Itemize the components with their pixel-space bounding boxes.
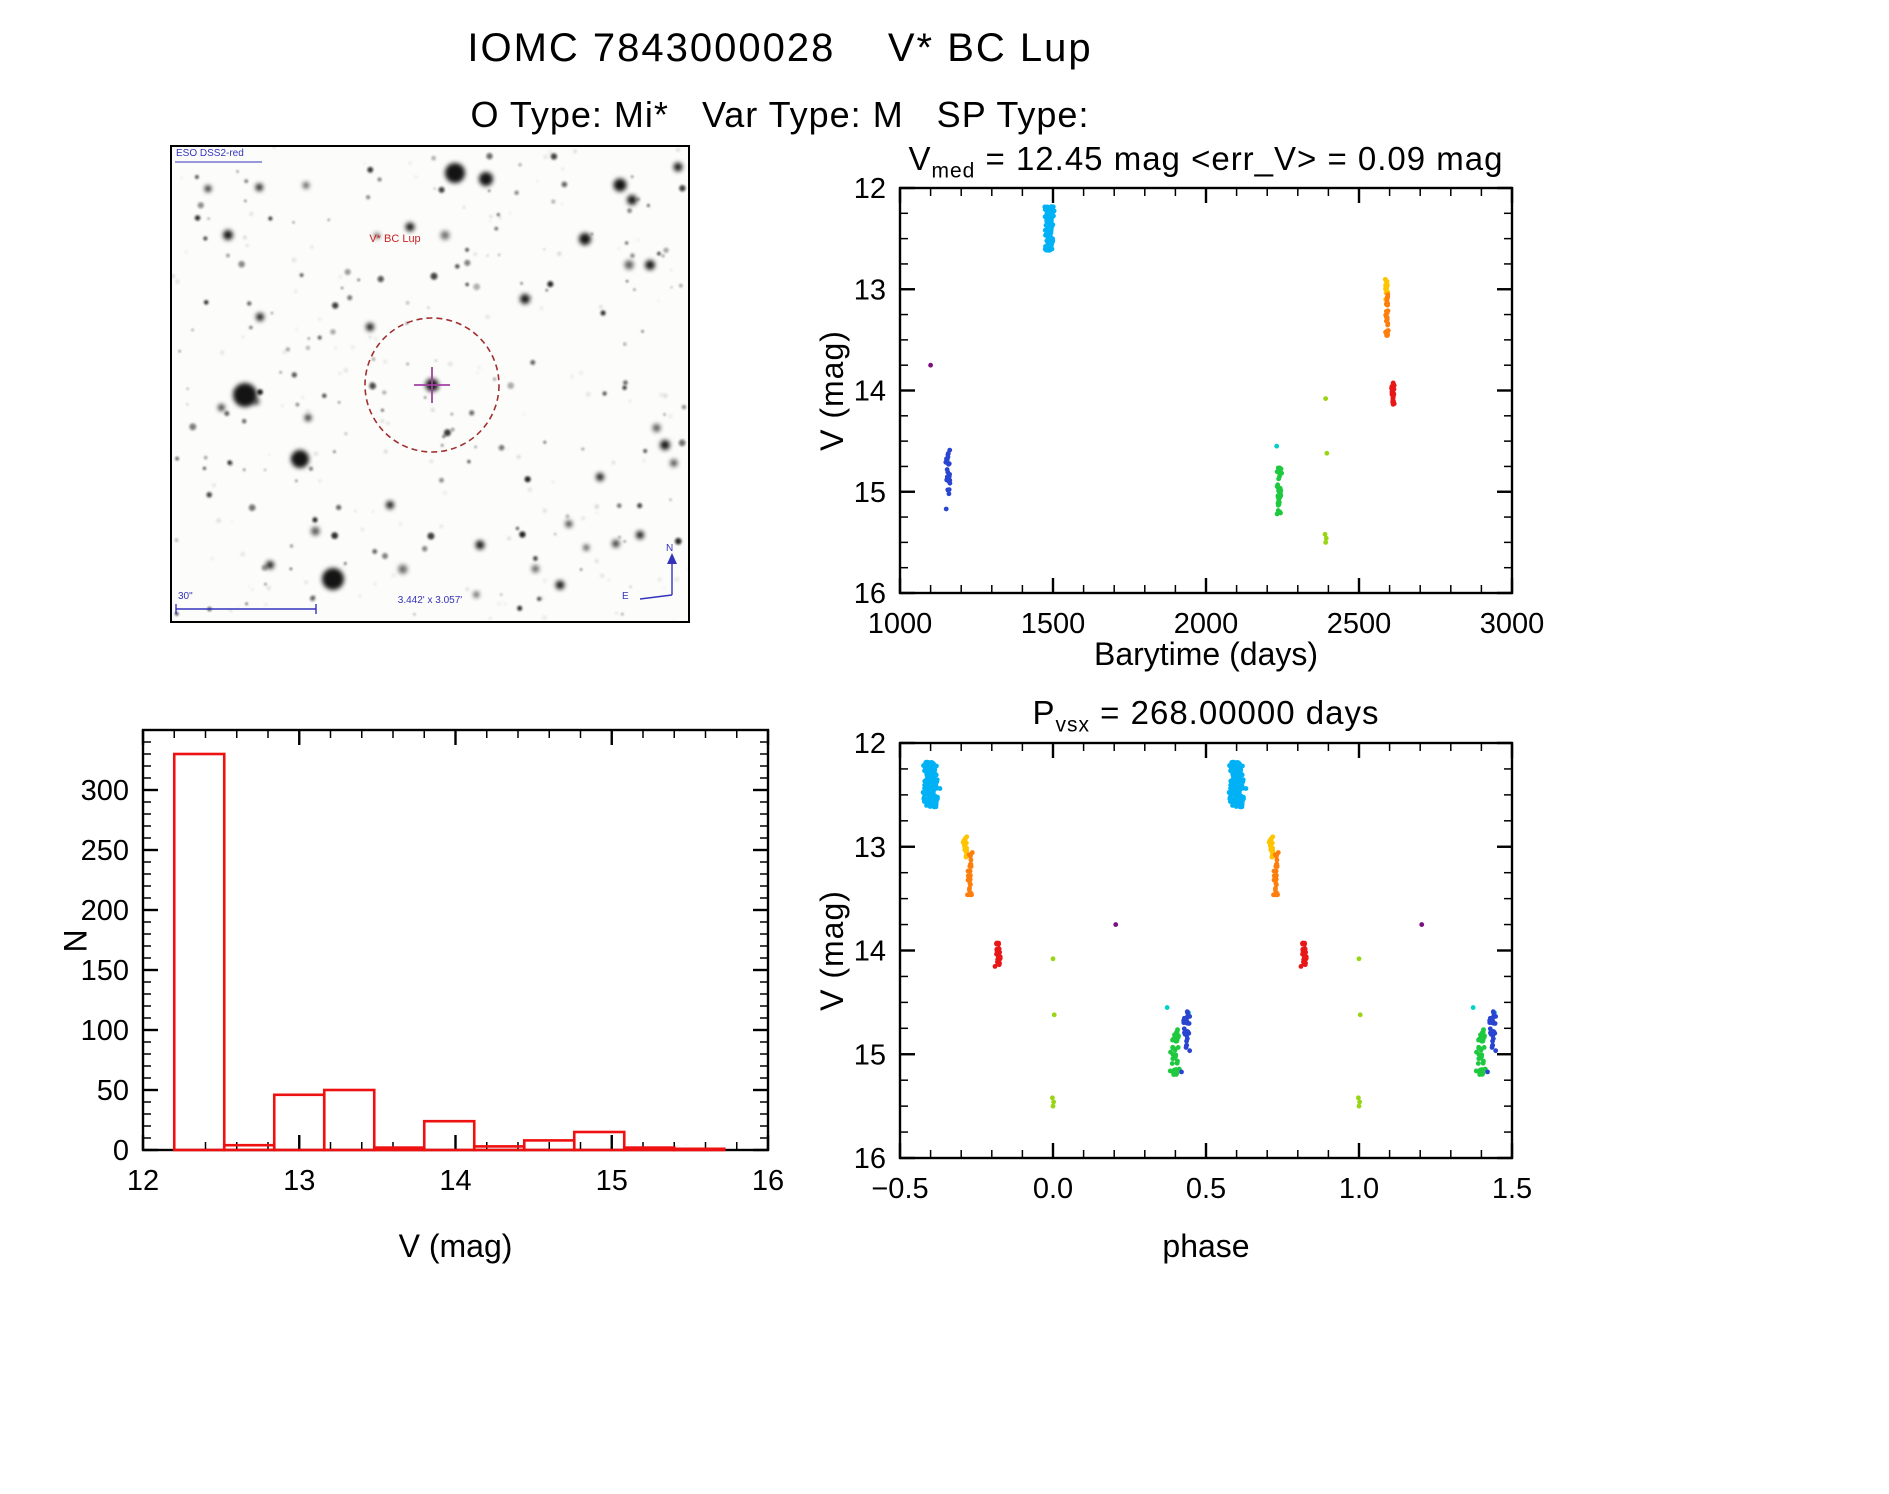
x-tick-label: 1.0	[1339, 1173, 1379, 1205]
y-tick-label: 13	[854, 832, 886, 864]
lightcurve-panel: Vmed = 12.45 mag <err_V> = 0.09 mag V (m…	[800, 138, 1580, 698]
axes-frame	[141, 728, 770, 1152]
y-tick-label: 12	[854, 173, 886, 205]
y-tick-label: 12	[854, 728, 886, 760]
y-tick-label: 13	[854, 274, 886, 306]
y-tick-label: 16	[854, 578, 886, 610]
x-tick-label: 13	[283, 1165, 315, 1197]
target-label: V* BC Lup	[369, 233, 421, 245]
y-tick-label: 50	[97, 1075, 129, 1107]
y-tick-label: 300	[81, 775, 129, 807]
fov-size-label: 3.442' x 3.057'	[397, 595, 463, 606]
x-tick-label: 0.0	[1033, 1173, 1073, 1205]
x-tick-label: 14	[439, 1165, 471, 1197]
compass-east-arrow	[639, 594, 673, 600]
x-tick-label: −0.5	[871, 1173, 928, 1205]
histogram-plot: 12 13 14 15 16 0 50 100 150 200 250 300	[81, 728, 784, 1197]
scale-label: 30"	[178, 591, 193, 602]
phase-title-subscript: vsx	[1055, 713, 1091, 737]
phase-title-prefix: P	[1032, 694, 1056, 731]
data-points	[928, 204, 1397, 545]
y-tick-label: 200	[81, 895, 129, 927]
histogram-panel: N 12 13 14 15 16 0 50 100 150 200 250 300 V (mag)	[40, 690, 820, 1290]
survey-label: ESO DSS2-red	[176, 148, 244, 159]
page-title: IOMC 7843000028 V* BC Lup	[467, 26, 1093, 70]
y-tick-label: 0	[113, 1135, 129, 1167]
y-tick-label: 15	[854, 477, 886, 509]
y-tick-label: 150	[81, 955, 129, 987]
lightcurve-plot: 1000 1500 2000 2500 3000 12 13 14 15 16	[854, 173, 1545, 640]
histogram-bars	[172, 752, 726, 1152]
x-tick-label: 2500	[1327, 608, 1392, 640]
phase-xlabel: phase	[1162, 1228, 1250, 1264]
x-tick-label: 1.5	[1492, 1173, 1532, 1205]
medium-stars	[204, 182, 678, 598]
axes-frame	[898, 741, 1514, 1160]
faint-stars	[174, 153, 686, 616]
y-tick-label: 14	[854, 936, 886, 968]
x-tick-label: 0.5	[1186, 1173, 1226, 1205]
y-tick-label: 250	[81, 835, 129, 867]
y-tick-label: 100	[81, 1015, 129, 1047]
y-tick-label: 14	[854, 376, 886, 408]
x-tick-label: 15	[596, 1165, 628, 1197]
y-tick-label: 16	[854, 1143, 886, 1175]
finding-chart-image	[170, 145, 690, 623]
lightcurve-title-suffix: = 12.45 mag <err_V> = 0.09 mag	[975, 140, 1504, 177]
x-tick-label: 1500	[1021, 608, 1086, 640]
x-tick-label: 12	[127, 1165, 159, 1197]
bright-stars	[223, 162, 683, 590]
phase-curve-plot: −0.5 0.0 0.5 1.0 1.5 12 13 14 15 16	[854, 728, 1532, 1205]
phase-title-suffix: = 268.00000 days	[1090, 694, 1380, 731]
y-tick-label: 15	[854, 1039, 886, 1071]
finding-chart-panel: ESO DSS2-red V* BC Lup 30" 3.442' x 3.05…	[170, 145, 690, 623]
lightcurve-title: Vmed = 12.45 mag <err_V> = 0.09 mag	[900, 140, 1512, 184]
compass-east-label: E	[622, 591, 629, 602]
histogram-xlabel: V (mag)	[398, 1228, 513, 1264]
x-tick-label: 1000	[868, 608, 933, 640]
page-subtitle: O Type: Mi* Var Type: M SP Type:	[470, 94, 1090, 135]
lightcurve-xlabel: Barytime (days)	[1093, 636, 1319, 672]
x-tick-label: 16	[752, 1165, 784, 1197]
x-tick-label: 2000	[1174, 608, 1239, 640]
lightcurve-title-subscript: med	[931, 159, 976, 183]
phase-curve-panel: Pvsx = 268.00000 days V (mag) −0.5 0.0 0.5…	[800, 688, 1580, 1303]
phase-title: Pvsx = 268.00000 days	[900, 694, 1512, 738]
lightcurve-title-prefix: V	[908, 140, 932, 177]
target-circle	[364, 317, 500, 453]
compass-north-label: N	[666, 543, 674, 554]
x-tick-label: 3000	[1480, 608, 1545, 640]
axes-frame	[898, 186, 1514, 595]
data-points	[920, 759, 1499, 1109]
